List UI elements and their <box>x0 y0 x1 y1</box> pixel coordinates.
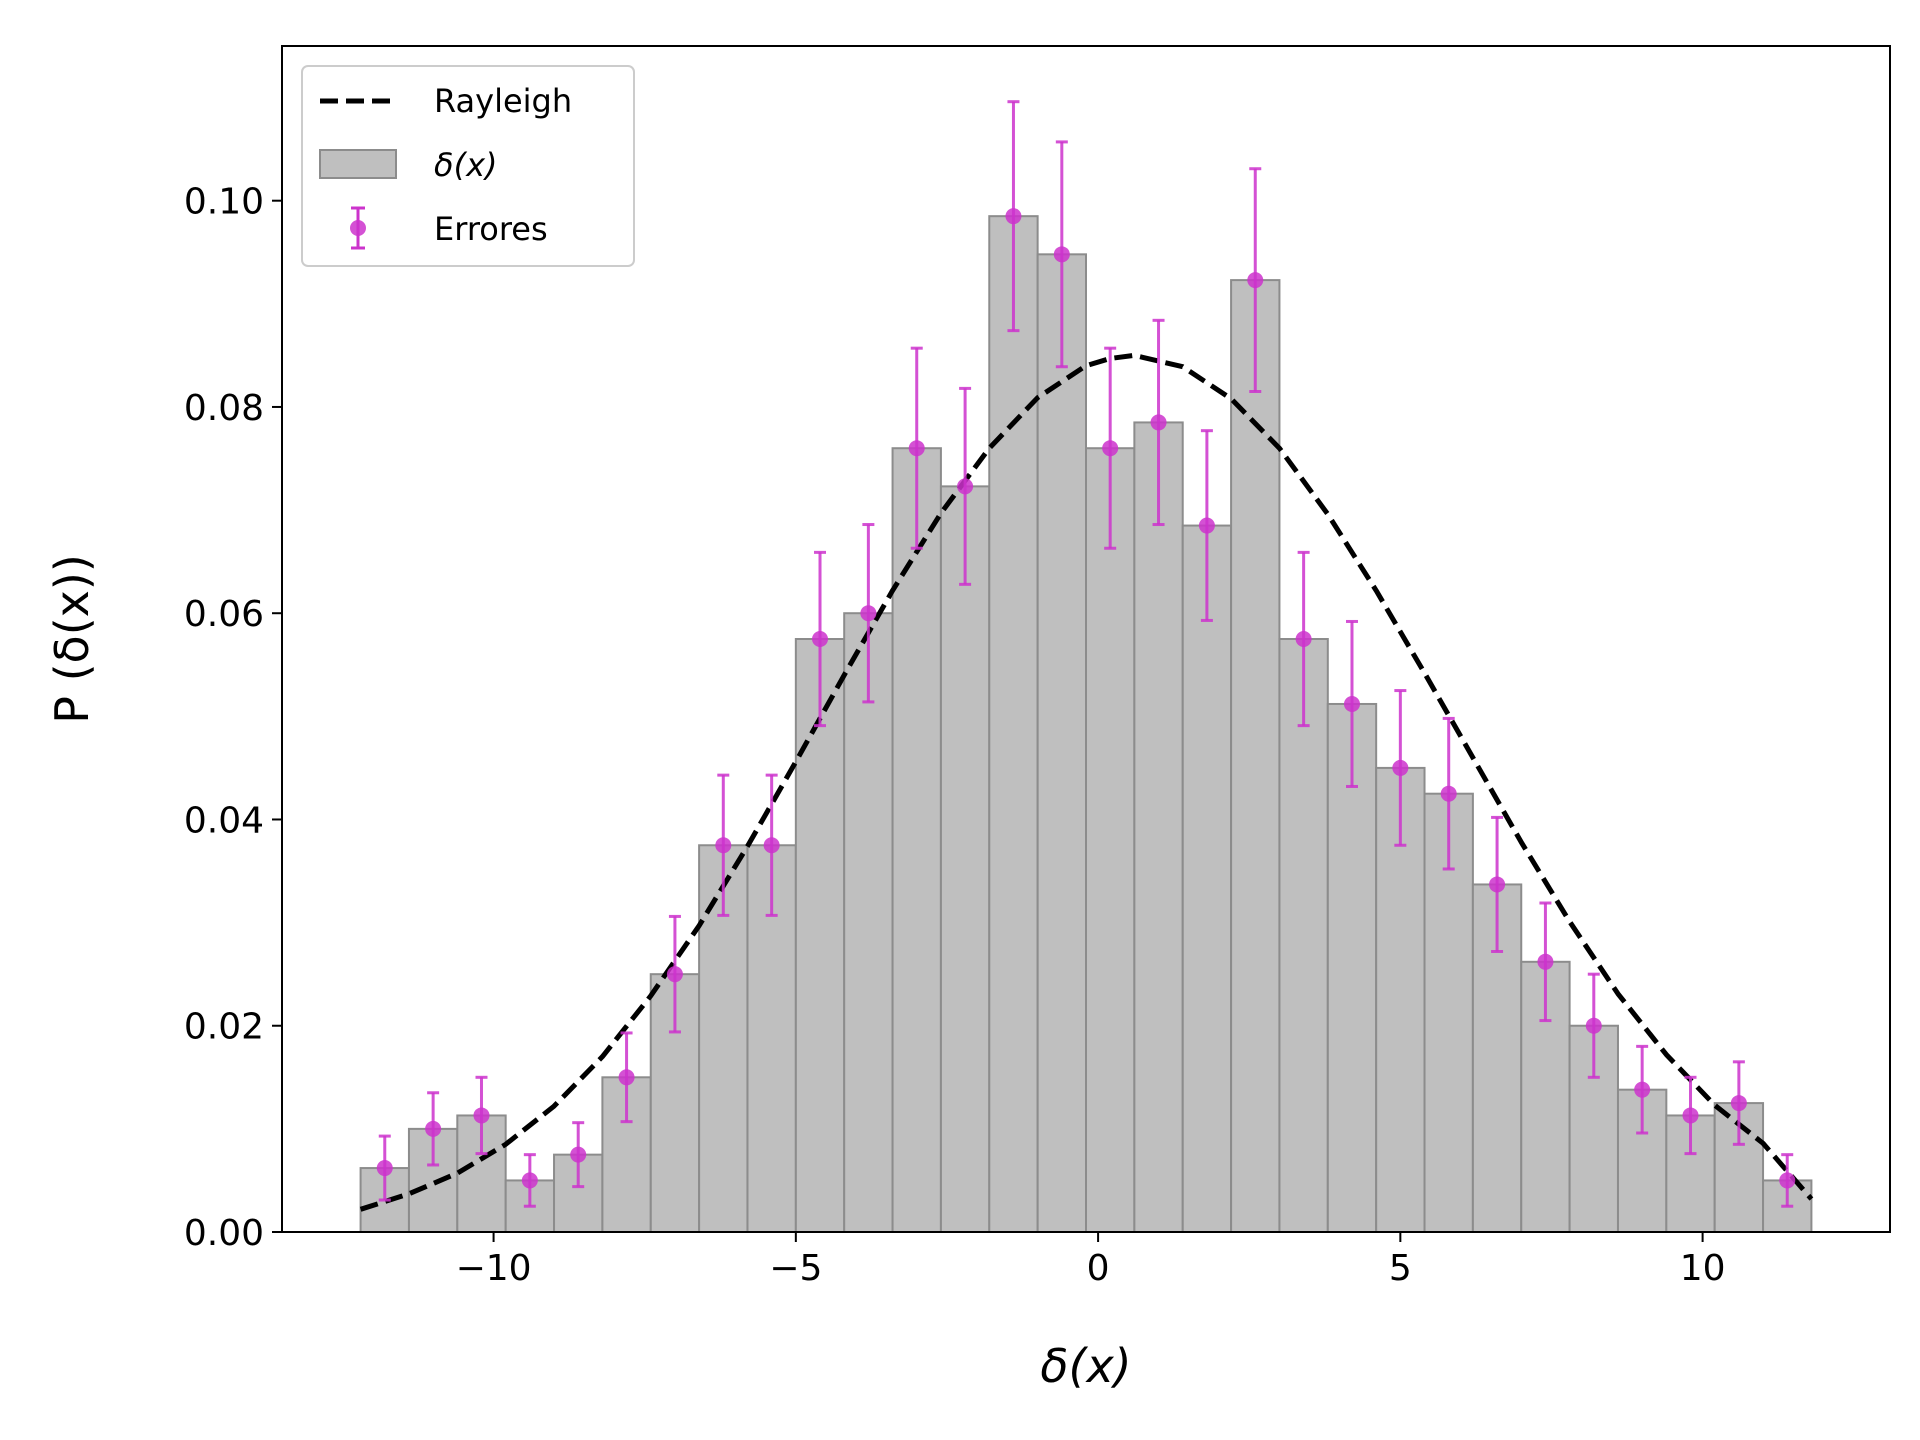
y-tick-label: 0.04 <box>184 800 264 841</box>
error-bars <box>376 100 1796 1208</box>
x-tick-label: 0 <box>1087 1248 1110 1289</box>
error-bar <box>1343 619 1360 788</box>
error-bar-marker <box>1343 695 1360 712</box>
legend-errorbar-swatch-marker <box>350 220 366 236</box>
error-bar <box>1682 1075 1699 1156</box>
error-bar-marker <box>763 837 780 854</box>
rayleigh-line <box>359 352 1814 1212</box>
error-bar-marker <box>957 478 974 495</box>
error-bar-marker <box>1440 785 1457 802</box>
y-tick-label: 0.08 <box>184 388 264 429</box>
error-bar-marker <box>1730 1095 1747 1112</box>
error-bar <box>860 523 877 704</box>
error-bar-marker <box>1150 414 1167 431</box>
error-bar <box>812 550 829 728</box>
histogram-bar <box>1036 253 1087 1233</box>
error-bar-marker <box>1634 1081 1651 1098</box>
y-tick-label: 0.06 <box>184 594 264 635</box>
y-tick-label: 0.02 <box>184 1007 264 1048</box>
error-bar <box>1247 167 1264 393</box>
error-bar <box>1102 346 1119 550</box>
error-bar <box>425 1091 442 1167</box>
error-bar-marker <box>521 1172 538 1189</box>
error-bar <box>666 914 683 1034</box>
error-bar <box>1537 901 1554 1023</box>
error-bar-marker <box>1198 517 1215 534</box>
histogram-bar <box>1085 447 1136 1234</box>
error-bar <box>570 1121 587 1189</box>
error-bar-marker <box>1392 759 1409 776</box>
error-bar-marker <box>908 440 925 457</box>
histogram-bar <box>1181 524 1233 1233</box>
error-bar <box>521 1153 538 1208</box>
axes-frame <box>281 45 1891 1233</box>
error-bar <box>1392 689 1409 847</box>
legend: Rayleigh δ(x) Errores <box>301 65 635 267</box>
error-bar-marker <box>1295 631 1312 647</box>
error-bar <box>1150 318 1167 527</box>
error-bar <box>957 386 974 586</box>
error-bar <box>1295 550 1312 728</box>
x-tick-label: −5 <box>769 1248 822 1289</box>
histogram-bar <box>891 447 942 1234</box>
error-bar <box>1440 716 1457 871</box>
error-bar <box>1198 429 1215 622</box>
legend-errorbar-label: Errores <box>434 210 548 248</box>
y-tick-label: 0.00 <box>184 1213 264 1254</box>
histogram-bar <box>988 215 1039 1233</box>
error-bar <box>1489 815 1506 953</box>
error-bar-marker <box>1247 272 1264 289</box>
error-bar <box>908 346 925 550</box>
error-bar <box>1779 1153 1796 1208</box>
error-bar-marker <box>1489 876 1506 893</box>
legend-histogram-label: δ(x) <box>434 146 497 184</box>
error-bar-marker <box>812 631 829 647</box>
legend-rayleigh-label: Rayleigh <box>434 82 572 120</box>
error-bar <box>715 773 732 917</box>
error-bar <box>1730 1060 1747 1146</box>
error-bar-marker <box>666 966 683 983</box>
error-bar <box>376 1134 393 1202</box>
error-bar <box>1585 972 1602 1079</box>
error-bar-marker <box>1779 1172 1796 1189</box>
error-bar-marker <box>1102 440 1119 457</box>
error-bar-marker <box>1585 1017 1602 1034</box>
error-bar-marker <box>1005 208 1022 225</box>
error-bar-marker <box>473 1107 490 1124</box>
error-bar-marker <box>1537 953 1554 970</box>
error-bar <box>473 1075 490 1156</box>
error-bar <box>1053 140 1070 369</box>
error-bar-marker <box>376 1160 393 1177</box>
x-tick-label: 5 <box>1389 1248 1412 1289</box>
histogram-bar <box>1133 421 1184 1233</box>
error-bar-marker <box>618 1069 635 1086</box>
error-bar-marker <box>1053 246 1070 263</box>
error-bar <box>618 1031 635 1124</box>
x-axis-title: δ(x) <box>1040 1339 1131 1393</box>
error-bar-marker <box>715 837 732 854</box>
error-bar <box>1005 100 1022 333</box>
x-tick-label: −10 <box>456 1248 532 1289</box>
error-bar-marker <box>1682 1107 1699 1124</box>
y-axis-ticks: 0.00 0.02 0.04 0.06 0.08 0.10 <box>184 182 282 1254</box>
x-tick-label: 10 <box>1680 1248 1726 1289</box>
y-tick-label: 0.10 <box>184 182 264 223</box>
histogram-bar <box>1278 638 1329 1233</box>
legend-histogram-swatch <box>319 149 397 179</box>
histogram-bar <box>843 612 894 1233</box>
legend-box <box>301 65 635 267</box>
error-bar <box>763 773 780 917</box>
histogram-bar <box>794 638 846 1233</box>
error-bar <box>1634 1044 1651 1135</box>
y-axis-title: P (δ(x)) <box>45 554 99 724</box>
x-axis-ticks: −10 −5 0 5 10 <box>456 1232 1726 1289</box>
error-bar-marker <box>860 605 877 622</box>
histogram-bar <box>939 485 991 1233</box>
error-bar-marker <box>570 1146 587 1163</box>
rayleigh-curve <box>359 352 1814 1212</box>
error-bar-marker <box>425 1120 442 1137</box>
